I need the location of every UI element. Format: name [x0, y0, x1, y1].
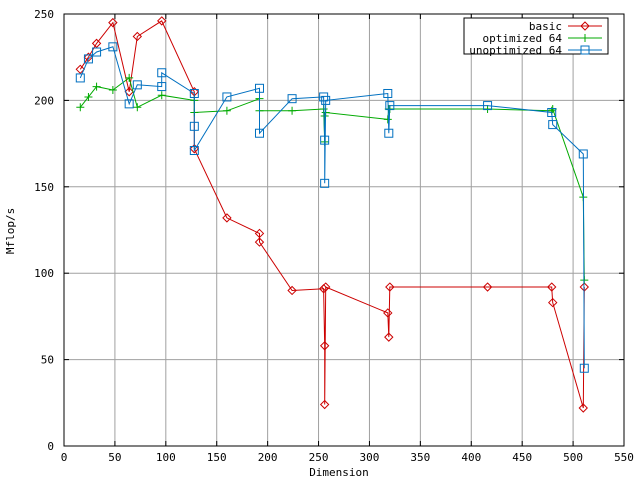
x-tick-label: 100 [156, 451, 176, 464]
plus-marker [222, 106, 231, 115]
square-marker [548, 120, 558, 130]
diamond-marker [385, 282, 395, 292]
plus-marker [84, 92, 93, 101]
square-marker [319, 92, 329, 102]
square-marker [83, 54, 93, 64]
series-1 [75, 16, 589, 413]
x-tick-label: 0 [61, 451, 68, 464]
x-tick-label: 500 [563, 451, 583, 464]
plus-marker [581, 34, 589, 42]
square-marker [384, 128, 394, 138]
square-marker [383, 88, 393, 98]
diamond-marker [83, 52, 94, 62]
square-marker [579, 363, 589, 373]
diamond-marker [108, 17, 118, 28]
x-tick-label: 50 [108, 451, 121, 464]
diamond-marker [91, 38, 102, 49]
square-marker [483, 101, 493, 111]
square-marker [75, 73, 85, 83]
x-tick-label: 350 [410, 451, 430, 464]
diamond-marker [482, 282, 493, 292]
plus-marker [92, 82, 101, 91]
diamond-marker [320, 282, 331, 292]
square-marker [320, 135, 330, 145]
y-tick-label: 0 [47, 440, 54, 453]
diamond-marker [222, 213, 232, 223]
square-marker [287, 94, 297, 104]
diamond-marker [157, 16, 167, 26]
diamond-marker [384, 332, 394, 342]
diamond-marker [580, 21, 590, 31]
axis-ticks: 0 50 100 150 200 250 300 350 400 450 500 550 0 50 100 1… [34, 8, 634, 464]
square-marker [189, 146, 199, 156]
x-tick-label: 450 [512, 451, 532, 464]
plus-marker [133, 103, 142, 112]
square-marker [320, 178, 330, 188]
square-marker [157, 82, 167, 92]
plot-series [75, 16, 589, 413]
x-tick-label: 400 [461, 451, 481, 464]
diamond-marker [124, 87, 134, 97]
gridlines [64, 14, 624, 446]
diamond-marker [132, 31, 143, 42]
diamond-marker [318, 284, 329, 294]
diamond-marker [75, 64, 85, 75]
square-marker [321, 95, 331, 105]
x-tick-label: 550 [614, 451, 634, 464]
series-line [79, 20, 585, 409]
plus-marker [288, 106, 297, 115]
diamond-marker [383, 308, 393, 318]
square-marker [580, 45, 590, 55]
plus-marker [320, 111, 329, 120]
plus-marker [157, 91, 166, 100]
y-tick-label: 150 [34, 181, 54, 194]
x-tick-label: 300 [360, 451, 380, 464]
plus-marker [383, 115, 392, 124]
square-marker [157, 68, 167, 78]
square-marker [254, 83, 264, 93]
x-tick-label: 250 [309, 451, 329, 464]
square-marker [578, 149, 588, 159]
y-tick-label: 200 [34, 94, 54, 107]
plus-marker [76, 103, 85, 112]
square-marker [254, 128, 264, 138]
diamond-marker [578, 403, 588, 413]
diamond-marker [287, 285, 297, 296]
y-tick-label: 100 [34, 267, 54, 280]
plus-marker [108, 86, 117, 95]
diamond-marker [254, 237, 265, 247]
square-marker [222, 92, 232, 102]
square-marker [92, 47, 102, 57]
series-3 [75, 42, 589, 373]
y-tick-label: 250 [34, 8, 54, 21]
diamond-marker [189, 144, 200, 154]
y-axis-label: Mflop/s [4, 208, 17, 254]
y-tick-label: 50 [41, 354, 54, 367]
square-marker [547, 107, 557, 117]
diamond-marker [547, 282, 557, 292]
diamond-marker [319, 341, 330, 351]
square-marker [189, 88, 199, 98]
plus-marker [125, 73, 134, 82]
x-tick-label: 200 [258, 451, 278, 464]
diamond-marker [548, 297, 558, 308]
plot-frame [63, 13, 625, 447]
legend-box [463, 17, 609, 55]
x-axis-label: Dimension [309, 466, 369, 479]
square-marker [132, 80, 142, 90]
plus-marker [483, 105, 492, 114]
square-marker [385, 101, 395, 111]
series-line [79, 46, 585, 369]
legend-label: unoptimized 64 [469, 44, 562, 57]
x-tick-label: 150 [207, 451, 227, 464]
square-marker [124, 99, 134, 109]
legend-label: basic [529, 20, 562, 33]
square-marker [189, 121, 199, 131]
square-marker [108, 42, 118, 52]
legend-label: optimized 64 [483, 32, 563, 45]
diamond-marker [319, 399, 330, 410]
